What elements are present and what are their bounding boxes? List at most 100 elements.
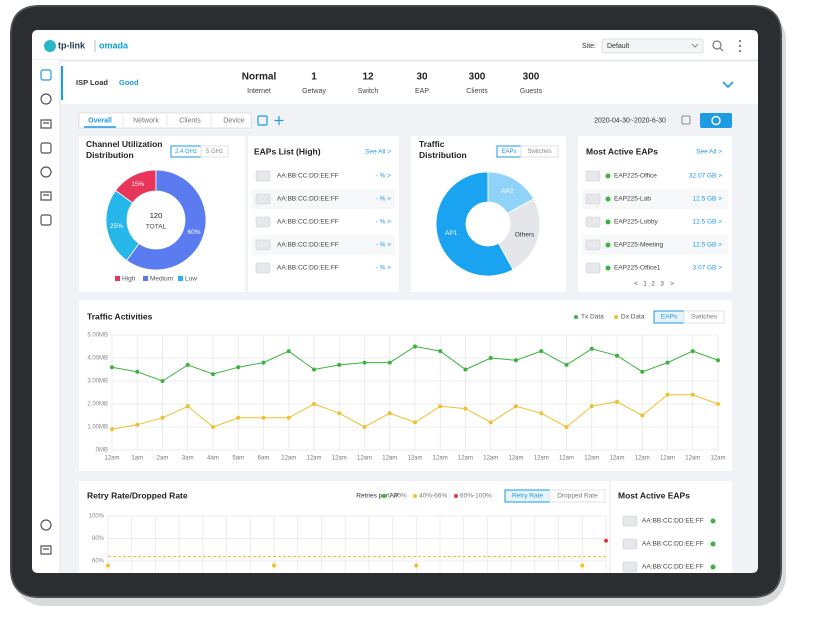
- x-tick-label: 12am: [483, 456, 498, 462]
- data-point: [564, 362, 569, 367]
- row-value[interactable]: 12.5 GB >: [693, 242, 723, 249]
- status-label: Guests: [520, 88, 543, 95]
- x-tick-label: 6am: [258, 456, 270, 462]
- toggle-option[interactable]: EAPs: [661, 314, 678, 321]
- pager[interactable]: 1: [643, 281, 647, 288]
- pager[interactable]: <: [634, 281, 638, 288]
- data-point: [640, 369, 645, 374]
- row-value[interactable]: 12.5 GB >: [693, 219, 723, 226]
- tab[interactable]: Clients: [179, 117, 201, 124]
- nav-icon[interactable]: [40, 93, 52, 105]
- select-chevron: [691, 43, 699, 48]
- toggle-option[interactable]: Retry Rate: [512, 493, 543, 500]
- nav-icon[interactable]: [40, 545, 52, 555]
- search-handle: [719, 47, 724, 52]
- pager[interactable]: >: [670, 281, 674, 288]
- row-value[interactable]: 3.07 GB >: [693, 265, 723, 272]
- settings-button[interactable]: [700, 113, 732, 128]
- row-value[interactable]: - % >: [376, 219, 392, 226]
- nav-icon[interactable]: [40, 166, 52, 178]
- card-title: Most Active EAPs: [586, 146, 658, 156]
- row-mac: AA:BB:CC:DD:EE:FF: [277, 242, 339, 249]
- data-point: [312, 402, 316, 406]
- x-tick-label: 12am: [534, 456, 549, 462]
- nav-icon[interactable]: [40, 69, 52, 81]
- toggle-option[interactable]: EAPs: [501, 149, 516, 155]
- see-all[interactable]: See All >: [696, 149, 722, 156]
- row-value[interactable]: - % >: [376, 173, 392, 180]
- tab[interactable]: Overall: [88, 117, 112, 124]
- nav-icon[interactable]: [40, 142, 52, 154]
- row-value[interactable]: - % >: [376, 242, 392, 249]
- legend-label: Medium: [150, 276, 173, 283]
- data-point: [438, 349, 443, 354]
- add-icon[interactable]: [274, 116, 284, 125]
- data-point: [110, 365, 114, 370]
- x-tick-label: 12am: [710, 456, 725, 462]
- toggle[interactable]: [683, 310, 725, 324]
- see-all[interactable]: See All >: [365, 149, 391, 156]
- x-tick-label: 12am: [306, 456, 321, 462]
- site-select[interactable]: [601, 38, 704, 54]
- row-mac: AA:BB:CC:DD:EE:FF: [277, 173, 339, 180]
- tab[interactable]: Device: [223, 117, 245, 124]
- row-name: EAP225-Office1: [614, 265, 661, 272]
- band-option[interactable]: 2.4 GHz: [175, 149, 197, 155]
- row-name: EAP225-Office: [614, 173, 657, 180]
- x-tick-label: 1am: [131, 456, 143, 462]
- status-label: Switch: [358, 88, 379, 95]
- data-point: [413, 420, 417, 425]
- product: omada: [99, 40, 129, 50]
- legend-label: Low: [185, 276, 197, 283]
- band-option[interactable]: 5 GHz: [206, 149, 223, 155]
- data-point: [604, 538, 608, 543]
- toggle[interactable]: [520, 145, 559, 158]
- expand-chevron[interactable]: [722, 81, 734, 89]
- toggle-option[interactable]: Switches: [691, 314, 718, 321]
- data-point: [514, 404, 518, 409]
- data-point: [615, 399, 619, 404]
- legend-dot: [614, 315, 618, 319]
- row-value[interactable]: 32.07 GB >: [689, 173, 722, 180]
- x-tick-label: 12am: [281, 456, 296, 462]
- band-toggle[interactable]: [200, 145, 229, 158]
- legend-label: High: [122, 276, 136, 283]
- row-mac: AA:BB:CC:DD:EE:FF: [642, 518, 704, 525]
- donut-segment: [435, 171, 514, 277]
- nav-icon[interactable]: [40, 119, 52, 129]
- row-name: EAP225-Meeting: [614, 242, 664, 249]
- row-value[interactable]: - % >: [376, 265, 392, 272]
- calendar-icon[interactable]: [681, 115, 691, 125]
- legend-swatch: [178, 276, 183, 281]
- pager[interactable]: 3: [660, 281, 664, 288]
- donut-segment: [126, 169, 207, 271]
- data-point: [160, 379, 165, 383]
- data-point: [539, 349, 544, 354]
- device-icon: [585, 216, 601, 228]
- pager[interactable]: 2: [651, 281, 655, 288]
- toggle-option[interactable]: Dropped Rate: [557, 493, 598, 500]
- data-point: [362, 360, 367, 365]
- x-tick-label: 12am: [660, 456, 675, 462]
- x-tick-label: 12am: [382, 456, 397, 462]
- toggle-option[interactable]: Switches: [527, 149, 551, 155]
- nav-icon[interactable]: [40, 214, 52, 226]
- tab[interactable]: Network: [133, 117, 159, 124]
- card: [611, 481, 732, 581]
- x-tick-label: 3am: [182, 456, 194, 462]
- nav-icon[interactable]: [40, 191, 52, 201]
- x-tick-label: 12am: [357, 456, 372, 462]
- legend-dot: [382, 494, 386, 498]
- status-dot: [605, 265, 611, 271]
- data-point: [261, 415, 266, 420]
- row-value[interactable]: 12.5 GB >: [693, 196, 723, 203]
- card-title: Traffic Activities: [87, 311, 153, 321]
- device-icon: [622, 515, 638, 527]
- nav-icon[interactable]: [40, 519, 52, 531]
- row-name: EAP225-Lobby: [614, 219, 658, 226]
- row-value[interactable]: - % >: [376, 196, 392, 203]
- search-icon[interactable]: [712, 40, 722, 50]
- edit-icon[interactable]: [257, 115, 268, 126]
- toggle[interactable]: [549, 489, 606, 503]
- card-title: Most Active EAPs: [618, 490, 690, 500]
